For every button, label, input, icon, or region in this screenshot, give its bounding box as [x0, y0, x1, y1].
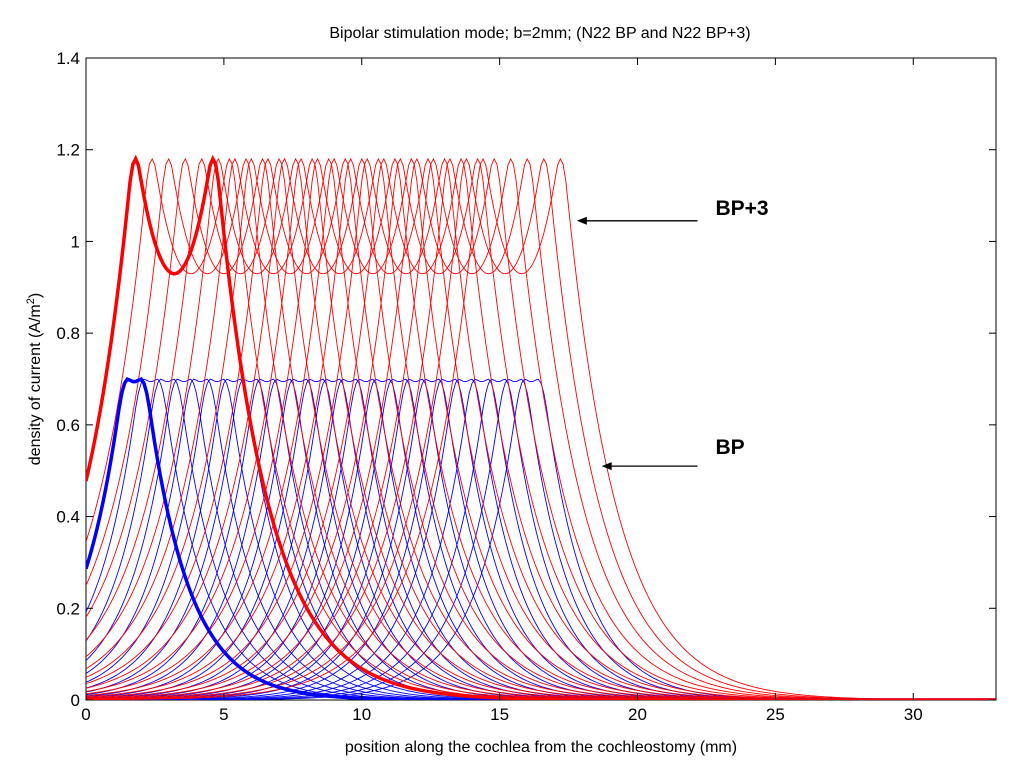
x-tick-label: 0 — [81, 705, 90, 724]
annotation-bp: BP — [601, 436, 745, 471]
y-tick-label: 0.4 — [56, 508, 80, 527]
y-tick-label: 1.2 — [56, 141, 80, 160]
curves-group — [86, 154, 996, 700]
y-tick-label: 0.6 — [56, 416, 80, 435]
annotation-arrowhead — [601, 462, 612, 471]
y-tick-label: 1 — [71, 232, 80, 251]
x-tick-label: 5 — [219, 705, 228, 724]
y-tick-label: 0.2 — [56, 599, 80, 618]
x-tick-label: 15 — [490, 705, 509, 724]
annotation-label: BP — [716, 436, 745, 459]
y-axis-title-superscript: 2 — [25, 298, 37, 304]
y-axis-title-main: density of current (A/m — [27, 304, 44, 465]
annotation-bpplus3: BP+3 — [576, 197, 769, 225]
y-axis-title-end: ) — [27, 293, 44, 298]
x-tick-label: 10 — [352, 705, 371, 724]
y-tick-label: 0.8 — [56, 324, 80, 343]
x-tick-label: 20 — [628, 705, 647, 724]
x-tick-label: 30 — [904, 705, 923, 724]
curve-bpplus3-22 — [86, 157, 996, 700]
annotations-group: BP+3 BP — [576, 197, 769, 471]
y-tick-label: 1.4 — [56, 49, 80, 68]
annotation-arrowhead — [576, 216, 587, 225]
x-tick-labels: 0 5 10 15 20 25 30 — [81, 705, 922, 724]
chart-title: Bipolar stimulation mode; b=2mm; (N22 BP… — [329, 25, 750, 42]
axis-ticks — [85, 57, 996, 701]
y-tick-labels: 0 0.2 0.4 0.6 0.8 1 1.2 1.4 — [56, 49, 80, 710]
y-axis-title: density of current (A/m2) — [25, 293, 44, 465]
x-axis-title: position along the cochlea from the coch… — [345, 739, 737, 756]
y-tick-label: 0 — [71, 691, 80, 710]
x-tick-label: 25 — [766, 705, 785, 724]
curve-bp-14 — [86, 378, 996, 700]
annotation-label: BP+3 — [716, 197, 769, 220]
curve-bpplus3-1 — [86, 154, 996, 700]
